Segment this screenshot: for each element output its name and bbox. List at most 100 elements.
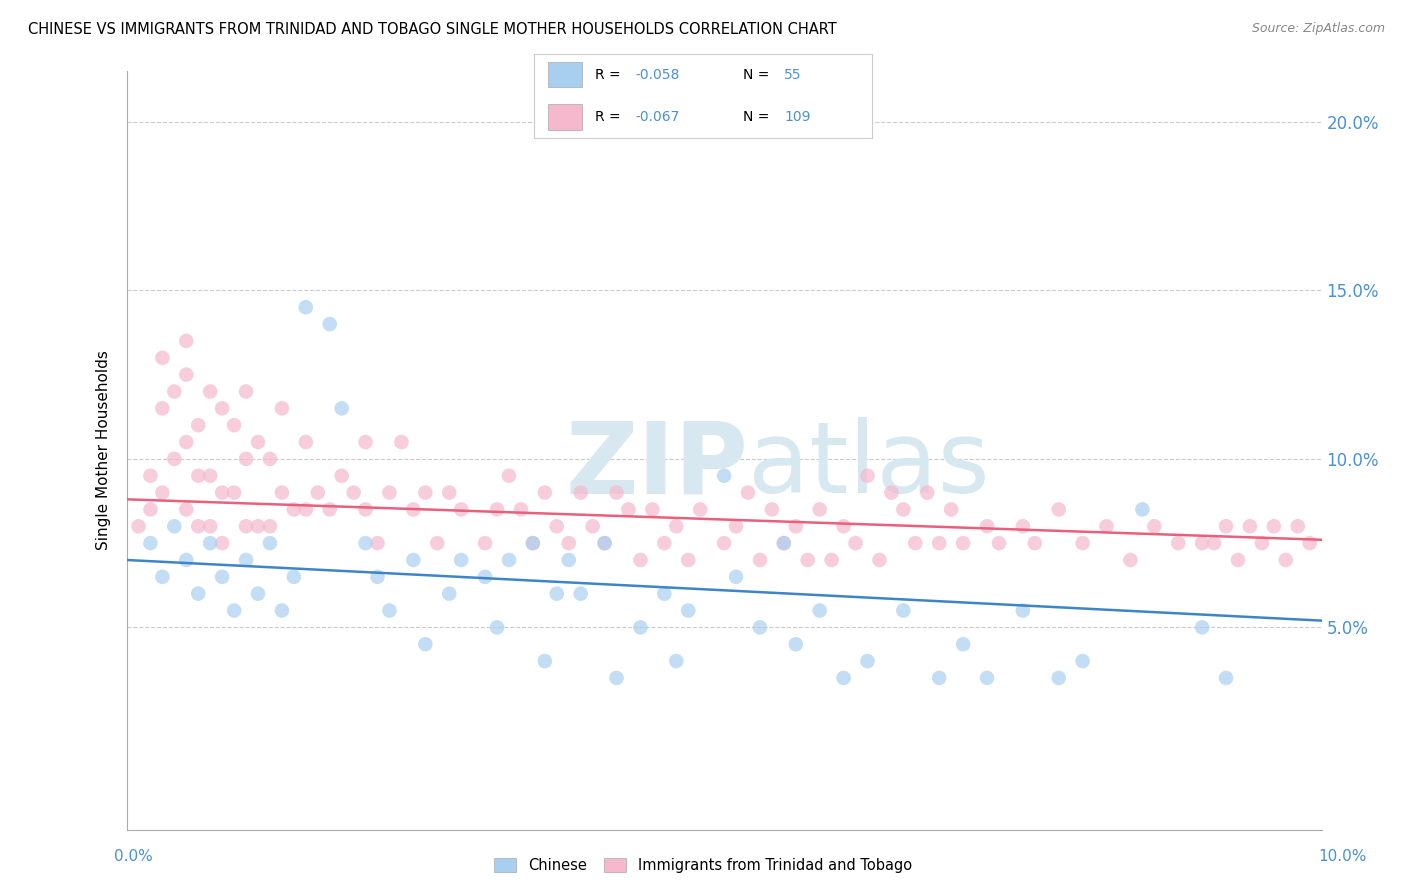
Point bbox=[1047, 671, 1070, 685]
Point bbox=[1286, 519, 1309, 533]
Point bbox=[163, 384, 186, 399]
Point bbox=[152, 570, 174, 584]
Text: N =: N = bbox=[744, 110, 775, 124]
Point bbox=[259, 536, 281, 550]
Point bbox=[235, 384, 257, 399]
Point bbox=[152, 485, 174, 500]
Point bbox=[1239, 519, 1261, 533]
Point bbox=[652, 536, 675, 550]
Text: Source: ZipAtlas.com: Source: ZipAtlas.com bbox=[1251, 22, 1385, 36]
Point bbox=[605, 485, 627, 500]
Point bbox=[737, 485, 759, 500]
Point bbox=[1227, 553, 1250, 567]
Point bbox=[1191, 536, 1213, 550]
Point bbox=[439, 587, 461, 601]
Point bbox=[713, 468, 735, 483]
Point bbox=[748, 620, 770, 634]
FancyBboxPatch shape bbox=[548, 62, 582, 87]
Point bbox=[270, 603, 294, 617]
Point bbox=[259, 519, 281, 533]
Point bbox=[880, 485, 903, 500]
Point bbox=[617, 502, 640, 516]
Point bbox=[200, 468, 222, 483]
Point bbox=[152, 351, 174, 365]
Text: 10.0%: 10.0% bbox=[1319, 849, 1367, 864]
Point bbox=[652, 587, 675, 601]
Point bbox=[270, 485, 294, 500]
Point bbox=[928, 671, 950, 685]
Point bbox=[1095, 519, 1118, 533]
Point bbox=[318, 317, 342, 331]
Point bbox=[174, 502, 197, 516]
Point bbox=[1215, 671, 1237, 685]
Point bbox=[976, 671, 998, 685]
Point bbox=[761, 502, 783, 516]
Point bbox=[893, 502, 915, 516]
Point bbox=[1299, 536, 1322, 550]
Point bbox=[641, 502, 664, 516]
Point bbox=[450, 502, 472, 516]
Point bbox=[283, 570, 305, 584]
Point bbox=[270, 401, 294, 416]
Point bbox=[235, 553, 257, 567]
Point bbox=[402, 553, 425, 567]
Point bbox=[127, 519, 149, 533]
Point bbox=[415, 637, 437, 651]
Point bbox=[163, 519, 186, 533]
Point bbox=[222, 603, 246, 617]
Point bbox=[211, 401, 233, 416]
Y-axis label: Single Mother Households: Single Mother Households bbox=[96, 351, 111, 550]
Point bbox=[928, 536, 950, 550]
Point bbox=[869, 553, 891, 567]
Text: N =: N = bbox=[744, 68, 775, 82]
Point bbox=[391, 435, 413, 450]
Point bbox=[187, 519, 209, 533]
Point bbox=[773, 536, 796, 550]
Point bbox=[558, 553, 581, 567]
Point bbox=[200, 519, 222, 533]
Point bbox=[235, 451, 257, 466]
Point bbox=[163, 451, 186, 466]
Point bbox=[354, 502, 377, 516]
Text: 55: 55 bbox=[785, 68, 801, 82]
Point bbox=[235, 519, 257, 533]
Point bbox=[187, 468, 209, 483]
Point bbox=[832, 671, 855, 685]
Point bbox=[139, 536, 162, 550]
Point bbox=[283, 502, 305, 516]
Point bbox=[509, 502, 531, 516]
Point bbox=[665, 654, 688, 668]
Point bbox=[582, 519, 605, 533]
Point bbox=[187, 587, 209, 601]
Point bbox=[498, 553, 520, 567]
Point bbox=[474, 536, 496, 550]
Point bbox=[785, 637, 807, 651]
Point bbox=[678, 603, 700, 617]
Point bbox=[1119, 553, 1142, 567]
Point bbox=[318, 502, 342, 516]
Point bbox=[1202, 536, 1225, 550]
Point bbox=[222, 418, 246, 433]
Point bbox=[534, 654, 557, 668]
Point bbox=[832, 519, 855, 533]
Point bbox=[821, 553, 844, 567]
Point bbox=[856, 468, 879, 483]
Point bbox=[343, 485, 366, 500]
Point bbox=[904, 536, 927, 550]
Point bbox=[1071, 536, 1094, 550]
Point bbox=[785, 519, 807, 533]
Legend: Chinese, Immigrants from Trinidad and Tobago: Chinese, Immigrants from Trinidad and To… bbox=[488, 852, 918, 879]
Point bbox=[330, 468, 353, 483]
Point bbox=[366, 570, 388, 584]
Point bbox=[546, 587, 568, 601]
Point bbox=[558, 536, 581, 550]
Point bbox=[628, 553, 651, 567]
Text: ZIP: ZIP bbox=[565, 417, 748, 514]
Point bbox=[593, 536, 616, 550]
Point bbox=[1263, 519, 1285, 533]
Point bbox=[1130, 502, 1153, 516]
Text: CHINESE VS IMMIGRANTS FROM TRINIDAD AND TOBAGO SINGLE MOTHER HOUSEHOLDS CORRELAT: CHINESE VS IMMIGRANTS FROM TRINIDAD AND … bbox=[28, 22, 837, 37]
Point bbox=[689, 502, 711, 516]
Point bbox=[844, 536, 866, 550]
Point bbox=[748, 553, 770, 567]
